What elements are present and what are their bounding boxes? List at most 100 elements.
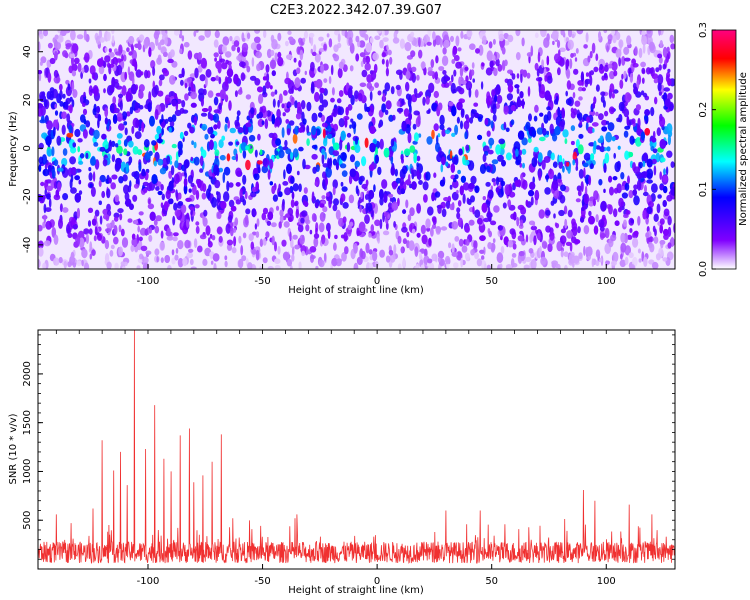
spectrogram-cell	[115, 157, 122, 165]
spectrogram-cell	[595, 145, 601, 150]
spectrogram-cell	[213, 52, 219, 58]
spectrogram-cell	[215, 60, 222, 70]
spectrogram-cell	[159, 241, 165, 251]
spectrogram-cell	[184, 93, 189, 101]
spectrogram-cell	[427, 258, 433, 264]
spectrogram-cell	[475, 48, 480, 54]
spectrogram-cell	[78, 160, 84, 165]
spectrogram-cell	[319, 212, 326, 222]
spectrogram-cell	[610, 234, 617, 242]
spectrogram-cell	[540, 256, 547, 266]
spectrogram-cell	[585, 32, 589, 43]
colorbar-tick-label: 0.1	[698, 181, 709, 197]
spectrogram-cell	[319, 92, 324, 104]
spectrogram-cell	[38, 72, 42, 82]
spectrogram-cell	[583, 167, 586, 179]
spectrogram-cell	[213, 96, 219, 106]
spectrogram-cell	[383, 193, 388, 204]
spectrogram-cell	[167, 58, 174, 64]
spectrogram-cell	[629, 135, 635, 145]
spectrogram-cell	[452, 45, 458, 56]
spectrogram-cell	[420, 264, 426, 269]
spectrogram-cell	[217, 211, 222, 220]
spectrogram-cell	[577, 190, 582, 197]
spectrogram-cell	[278, 191, 283, 198]
spectrogram-cell	[161, 127, 165, 136]
spectrogram-cell	[495, 144, 501, 155]
spectrogram-cell	[54, 34, 59, 40]
spectrogram-cell	[104, 239, 110, 250]
spectrogram-cell	[77, 62, 82, 73]
spectrogram-cell	[525, 121, 531, 130]
spectrogram-cell	[648, 41, 655, 51]
spectrogram-cell	[108, 51, 115, 58]
spectrogram-cell	[221, 44, 227, 54]
spectrogram-cell	[349, 124, 352, 129]
spectrogram-cell	[81, 259, 84, 267]
spectrogram-cell	[326, 133, 333, 139]
spectrogram-cell	[487, 242, 493, 250]
spectrogram-cell	[392, 180, 397, 190]
spectrogram-cell	[359, 82, 367, 88]
spectrogram-cell	[226, 180, 230, 192]
spectrogram-cell	[494, 94, 498, 103]
spectrogram-cell	[124, 71, 128, 80]
spectrogram-cell	[116, 64, 123, 76]
spectrogram-cell	[227, 119, 230, 129]
spectrogram-cell	[595, 260, 600, 267]
spectrogram-cell	[342, 202, 349, 209]
spectrogram-cell	[603, 30, 608, 34]
spectrogram-cell	[200, 149, 207, 158]
spectrogram-cell	[246, 65, 251, 73]
spectrogram-cell	[221, 135, 226, 141]
spectrogram-cell	[618, 39, 624, 49]
spectrogram-cell	[438, 257, 441, 263]
spectrogram-cell	[231, 155, 237, 161]
spectrogram-cell	[224, 123, 228, 132]
spectrogram-cell	[631, 118, 636, 124]
spectrogram-cell	[322, 171, 327, 179]
spectrogram-cell	[468, 87, 472, 98]
spectrogram-cell	[164, 94, 171, 105]
spectrogram-cell	[441, 55, 449, 67]
spectrogram-cell	[253, 172, 260, 181]
spectrogram-cell	[115, 143, 119, 148]
spectrogram-cell	[89, 65, 96, 75]
spectrogram-cell	[134, 101, 139, 111]
spectrogram-cell	[89, 253, 93, 260]
spectrogram-cell	[382, 92, 386, 102]
spectrogram-cell	[605, 260, 610, 265]
spectrogram-cell	[374, 219, 381, 227]
spectrogram-cell	[96, 106, 100, 114]
spectrogram-cell	[299, 49, 304, 61]
spectrogram-cell	[53, 234, 59, 245]
spectrogram-cell	[600, 232, 606, 239]
spectrogram-cell	[165, 230, 172, 237]
spectrogram-cell	[460, 80, 467, 85]
spectrogram-cell	[348, 194, 355, 204]
spectrogram-cell	[495, 84, 501, 95]
spectrogram-cell	[366, 82, 373, 89]
spectrogram-cell	[271, 235, 275, 246]
spectrogram-cell	[603, 163, 607, 173]
spectrogram-cell	[463, 120, 470, 130]
spectrogram-cell	[431, 129, 435, 140]
spectrogram-cell	[580, 216, 585, 223]
spectrogram-cell	[608, 204, 613, 215]
spectrogram-cell	[515, 159, 521, 166]
spectrogram-cell	[368, 232, 372, 238]
spectrogram-cell	[595, 111, 599, 117]
spectrogram-cell	[148, 91, 152, 102]
spectrogram-cell	[359, 30, 366, 38]
spectrogram-cell	[195, 190, 200, 200]
spectrogram-cell	[319, 87, 325, 94]
spectrogram-cell	[201, 108, 209, 112]
spectrogram-cell	[160, 230, 164, 239]
colorbar-tick-label: 0.2	[698, 102, 709, 118]
spectrogram-cell	[432, 38, 437, 47]
spectrogram-cell	[174, 209, 181, 217]
spectrogram-cell	[217, 120, 221, 129]
spectrogram-cell	[658, 64, 662, 71]
spectrogram-cell	[587, 55, 591, 63]
spectrogram-cell	[483, 217, 490, 223]
